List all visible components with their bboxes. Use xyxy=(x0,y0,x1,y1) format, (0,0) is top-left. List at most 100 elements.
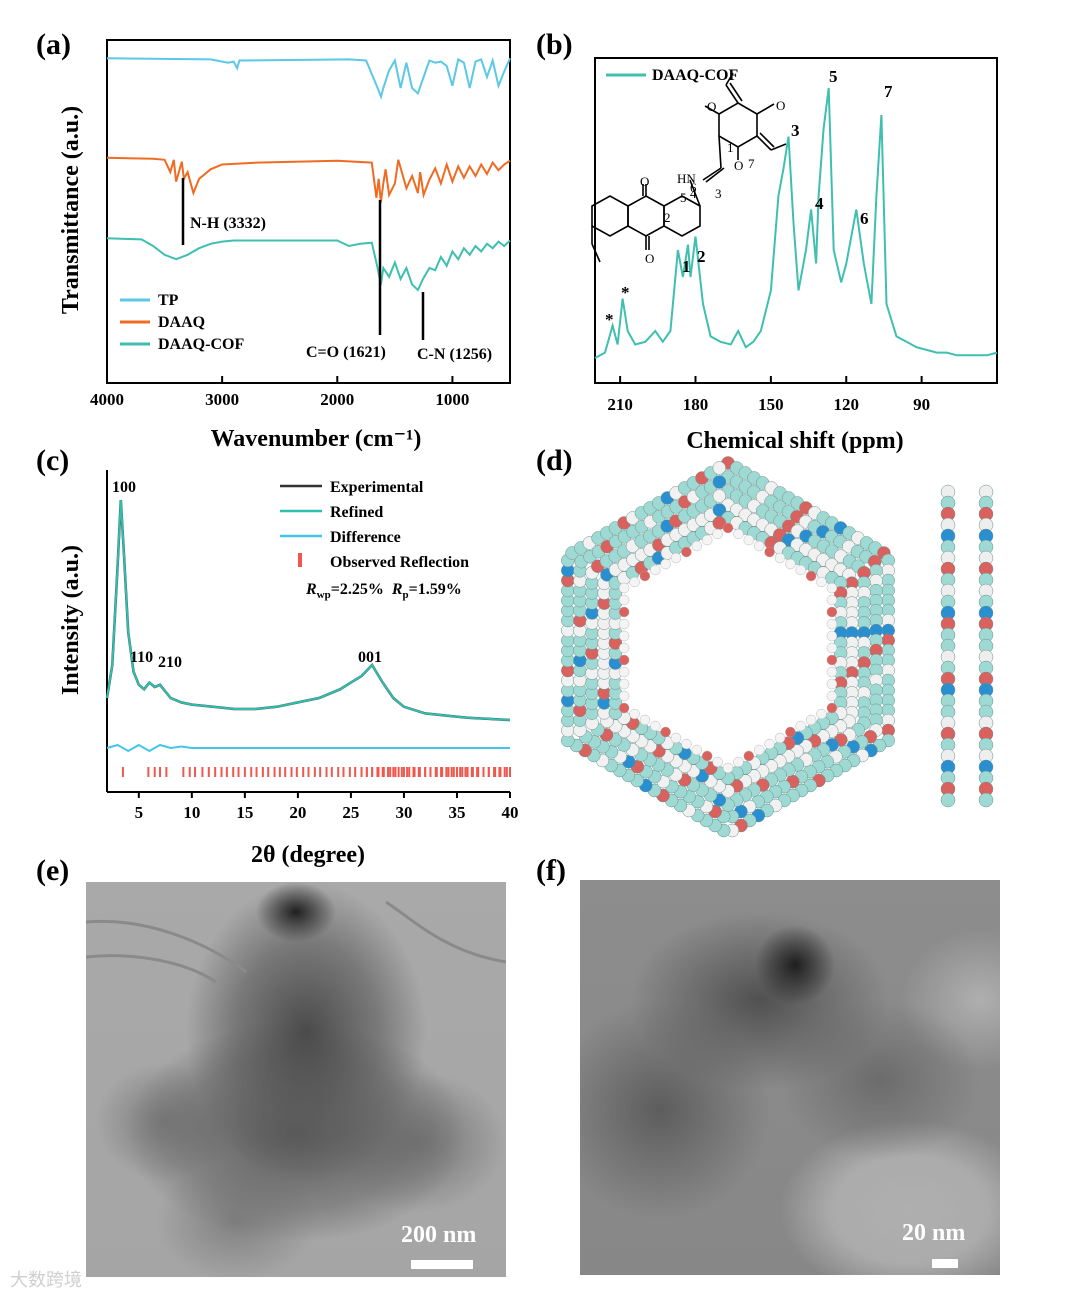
atom xyxy=(712,475,727,489)
chart-a-ylabel: Transmittance (a.u.) xyxy=(58,106,84,314)
cof-pore-model xyxy=(561,456,895,838)
atom xyxy=(702,750,713,762)
xtick-label-c-30: 30 xyxy=(395,803,412,822)
atom xyxy=(702,534,713,546)
atom xyxy=(733,756,744,768)
atom xyxy=(816,708,827,720)
peak-c-100: 100 xyxy=(112,479,136,496)
reflection-tick xyxy=(273,767,276,777)
reflection-tick xyxy=(406,767,409,777)
reflection-tick xyxy=(182,767,185,777)
atom xyxy=(754,744,765,756)
reflection-tick xyxy=(250,767,253,777)
chart-b: 210 180 150 120 90 Chemical shift (ppm) DAAQ… xyxy=(591,57,998,454)
reflection-tick xyxy=(290,767,293,777)
reflection-tick xyxy=(494,767,497,777)
chart-a-series xyxy=(106,56,511,292)
reflection-tick xyxy=(201,767,204,777)
atom xyxy=(826,678,838,690)
atom xyxy=(722,762,734,774)
reflection-tick xyxy=(194,767,197,777)
atom xyxy=(712,756,723,768)
atom xyxy=(826,582,838,594)
reflection-tick xyxy=(225,767,228,777)
atom xyxy=(764,546,775,558)
reflection-tick xyxy=(509,767,511,777)
chart-b-frame xyxy=(594,57,998,384)
annot-nh: N-H (3332) xyxy=(190,215,266,232)
reflection-tick xyxy=(121,767,124,777)
tem-image-e: 200 nm xyxy=(86,882,506,1277)
atom xyxy=(650,564,661,576)
xtick-label-b-90: 90 xyxy=(913,395,930,414)
reflection-tick xyxy=(147,767,150,777)
atom xyxy=(722,522,734,534)
annot-cn: C-N (1256) xyxy=(417,346,492,363)
atom xyxy=(826,666,838,678)
reflection-tick xyxy=(466,767,469,777)
reflection-tick xyxy=(476,767,479,777)
reflection-tick xyxy=(159,767,162,777)
atom xyxy=(712,489,727,503)
reflection-tick xyxy=(153,767,156,777)
atom xyxy=(712,461,727,475)
svg-text:O: O xyxy=(640,174,649,189)
reflection-tick xyxy=(477,767,480,777)
reflection-tick xyxy=(408,767,411,777)
reflection-tick xyxy=(295,767,298,777)
atom xyxy=(826,690,838,702)
reflection-tick xyxy=(165,767,168,777)
xtick-label-c-25: 25 xyxy=(342,803,359,822)
peak-label-2: 2 xyxy=(697,247,706,266)
peak-label-1: 1 xyxy=(682,257,691,276)
svg-text:O: O xyxy=(776,98,785,113)
xtick-label-c-40: 40 xyxy=(502,803,519,822)
legend-b: DAAQ-COF xyxy=(652,67,738,84)
atom xyxy=(629,708,640,720)
reflection-tick xyxy=(464,767,467,777)
atom xyxy=(650,720,661,732)
panel-label-b: (b) xyxy=(536,28,573,61)
atom xyxy=(618,666,630,678)
legend-experimental: Experimental xyxy=(330,479,424,496)
reflection-tick xyxy=(371,767,374,777)
legend-daaq: DAAQ xyxy=(158,314,205,331)
series-experimental xyxy=(105,499,511,722)
xtick-label-a-4000: 4000 xyxy=(90,390,124,409)
xtick-label-a-3000: 3000 xyxy=(205,390,239,409)
chart-c-ylabel: Intensity (a.u.) xyxy=(58,545,84,695)
svg-text:O: O xyxy=(707,99,716,114)
atom xyxy=(826,594,838,606)
annot-co: C=O (1621) xyxy=(306,344,386,361)
atom xyxy=(618,642,630,654)
reflection-tick xyxy=(377,767,380,777)
reflection-tick xyxy=(487,767,490,777)
atom xyxy=(764,738,775,750)
reflection-tick xyxy=(389,767,392,777)
reflection-tick xyxy=(188,767,191,777)
atom xyxy=(816,576,827,588)
panel-label-e: (e) xyxy=(36,854,69,887)
atom xyxy=(660,558,671,570)
series-difference xyxy=(106,743,510,753)
chart-a: 4000 3000 2000 1000 Wavenumber (cm⁻¹) Trans… xyxy=(58,39,511,452)
fit-rwp: =2.25% xyxy=(331,581,384,598)
atom xyxy=(826,654,838,666)
reflection-tick xyxy=(360,767,363,777)
panel-label-d: (d) xyxy=(536,444,573,477)
chart-b-ticks: 210 180 150 120 90 xyxy=(607,376,930,414)
reflection-tick xyxy=(418,767,421,777)
scale-label-e: 200 nm xyxy=(401,1222,477,1248)
xtick-label-a-2000: 2000 xyxy=(320,390,354,409)
atom xyxy=(618,630,630,642)
atom xyxy=(978,792,994,808)
xtick-label-c-35: 35 xyxy=(448,803,465,822)
watermark: 大数跨境 xyxy=(10,1270,82,1291)
reflection-tick xyxy=(417,767,420,777)
xtick-label-a-1000: 1000 xyxy=(435,390,469,409)
atom xyxy=(795,564,806,576)
atom xyxy=(774,732,786,744)
reflection-tick xyxy=(214,767,217,777)
atom xyxy=(743,750,754,762)
reflection-tick xyxy=(354,767,357,777)
